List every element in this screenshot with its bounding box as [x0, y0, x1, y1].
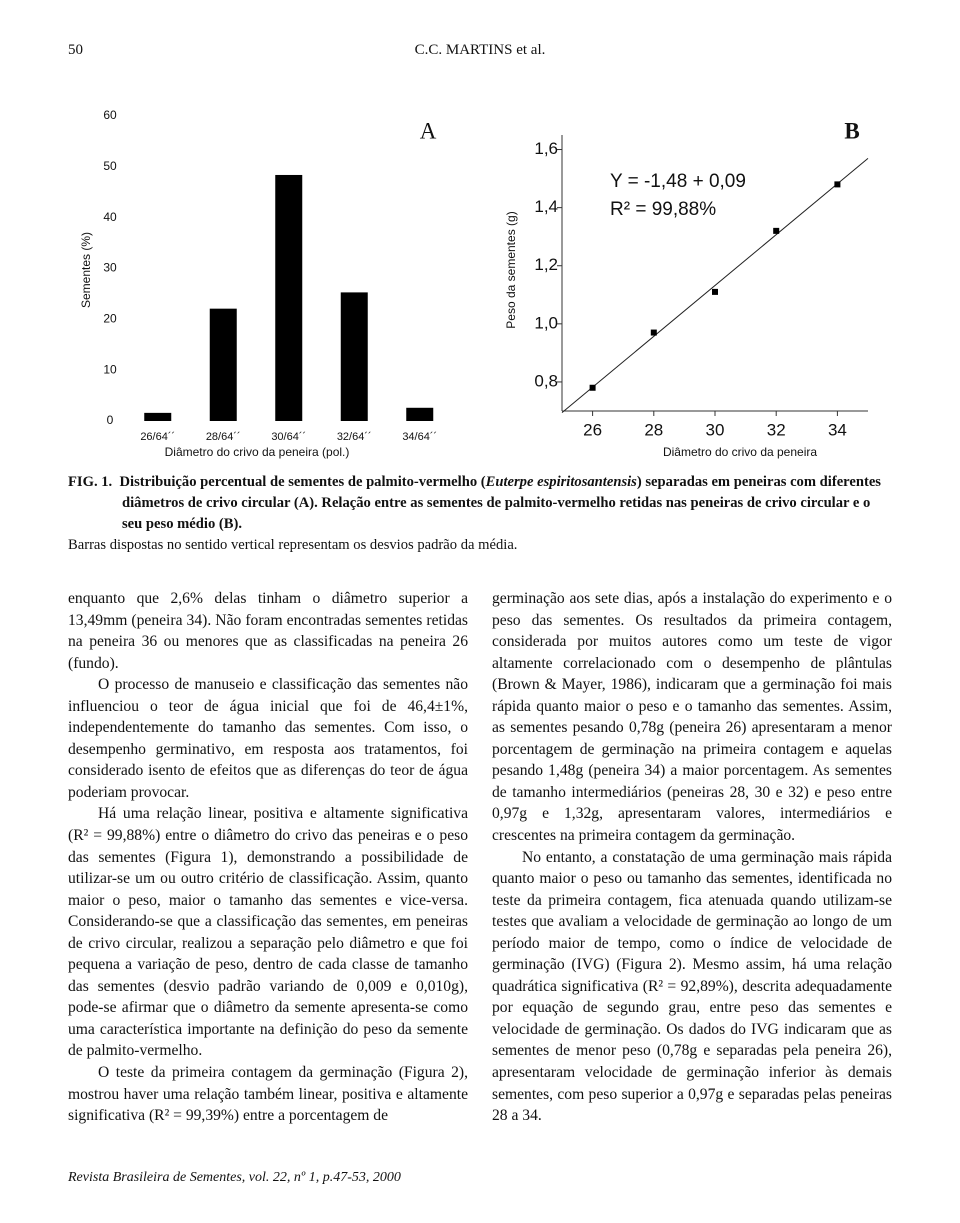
- running-title: C.C. MARTINS et al.: [414, 42, 546, 58]
- data-point: [773, 227, 780, 234]
- x-axis-label: Diâmetro do crivo da peneira (pol.): [165, 445, 350, 459]
- x-tick-label: 28: [644, 420, 663, 439]
- paragraph: germinação aos sete dias, após a instala…: [492, 590, 892, 845]
- x-tick-label: 28/64´´: [206, 431, 241, 443]
- x-axis-label: Diâmetro do crivo da peneira: [663, 445, 817, 459]
- y-axis-label: Peso da sementes (g): [504, 211, 518, 328]
- y-tick-label: 1,4: [534, 197, 558, 216]
- data-point: [589, 384, 596, 391]
- data-point: [650, 329, 657, 336]
- y-tick-label: 0,8: [534, 371, 558, 390]
- footer-citation: Revista Brasileira de Sementes, vol. 22,…: [68, 1170, 401, 1185]
- y-tick-label: 40: [103, 210, 117, 224]
- x-tick-label: 26/64´´: [140, 431, 175, 443]
- paragraph: Há uma relação linear, positiva e altame…: [68, 805, 468, 1060]
- y-tick-label: 60: [103, 108, 117, 122]
- y-tick-label: 1,0: [534, 313, 558, 332]
- y-tick-label: 20: [103, 312, 117, 326]
- x-tick-label: 32/64´´: [337, 431, 372, 443]
- bar: [340, 292, 368, 421]
- x-tick-label: 34/64´´: [402, 431, 437, 443]
- caption-note: Barras dispostas no sentido vertical rep…: [68, 537, 518, 553]
- y-tick-label: 10: [103, 362, 117, 376]
- bar: [144, 412, 172, 421]
- caption-label: FIG. 1.: [68, 474, 113, 490]
- left-column: enquanto que 2,6% delas tinham o diâmetr…: [68, 588, 468, 1127]
- y-tick-label: 1,6: [534, 139, 558, 158]
- paragraph: O processo de manuseio e classificação d…: [68, 676, 468, 801]
- y-tick-label: 0: [107, 413, 114, 427]
- bar: [275, 174, 303, 421]
- paragraph: O teste da primeira contagem da germinaç…: [68, 1064, 468, 1125]
- data-point: [834, 181, 841, 188]
- caption-text: ) separadas em peneiras com diferentes d…: [122, 474, 881, 532]
- x-tick-label: 32: [767, 420, 786, 439]
- data-point: [712, 288, 718, 295]
- r-squared: R² = 99,88%: [610, 199, 716, 220]
- y-tick-label: 50: [103, 159, 117, 173]
- figure: 0 10 20 30 40 50 60 26/64´´ 28/64´´ 30/64´´ 32/64´…: [79, 108, 869, 459]
- caption: FIG. 1. Distribuição percentual de semen…: [68, 472, 892, 556]
- bar: [406, 407, 434, 421]
- x-tick-label: 30: [706, 420, 725, 439]
- x-tick-label: 30/64´´: [271, 431, 306, 443]
- trend-line: [561, 158, 869, 413]
- panel-label: B: [844, 118, 859, 143]
- equation: Y = -1,48 + 0,09: [610, 171, 746, 192]
- y-axis-label: Sementes (%): [79, 232, 93, 308]
- page-number: 50: [68, 42, 83, 58]
- y-tick-label: 30: [103, 261, 117, 275]
- right-column: germinação aos sete dias, após a instala…: [492, 588, 892, 1127]
- caption-text: Distribuição percentual de sementes de p…: [119, 474, 486, 490]
- paragraph: enquanto que 2,6% delas tinham o diâmetr…: [68, 590, 468, 672]
- panel-label: A: [420, 118, 437, 143]
- paragraph: No entanto, a constatação de uma germina…: [492, 848, 892, 1125]
- caption-species: Euterpe espiritosantensis: [485, 474, 637, 490]
- bar: [209, 308, 237, 421]
- y-tick-label: 1,2: [534, 255, 558, 274]
- x-tick-label: 34: [828, 420, 847, 439]
- x-tick-label: 26: [583, 420, 602, 439]
